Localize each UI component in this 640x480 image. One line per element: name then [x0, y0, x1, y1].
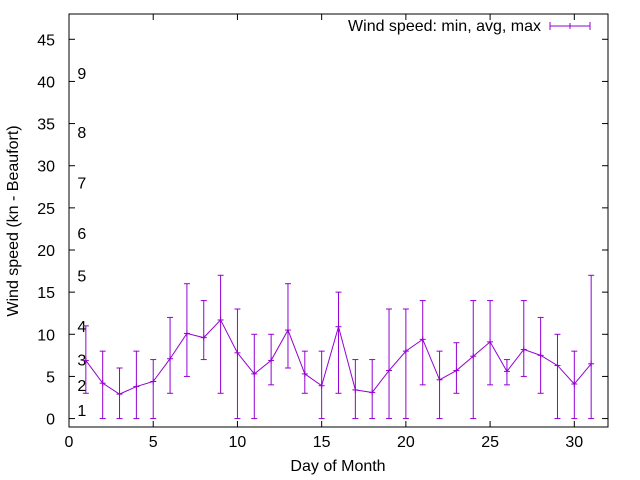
- error-bar-point: [386, 308, 393, 420]
- y-tick-label: 40: [37, 74, 55, 91]
- y-tick-label: 45: [37, 32, 55, 49]
- error-bar-point: [284, 283, 291, 369]
- legend-label: Wind speed: min, avg, max: [348, 18, 541, 35]
- error-bar-point: [537, 316, 544, 394]
- error-bar-point: [116, 367, 123, 420]
- y-tick-label: 30: [37, 159, 55, 176]
- plot-border: [68, 13, 609, 428]
- x-tick-label: 0: [65, 434, 74, 451]
- error-bar-point: [554, 333, 561, 420]
- series-wind-speed: [82, 274, 595, 420]
- legend-sample: [549, 22, 591, 30]
- y-tick-label: 0: [46, 412, 55, 429]
- error-bar-point: [200, 300, 207, 361]
- error-bar-point: [487, 300, 494, 386]
- x-axis-label: Day of Month: [290, 458, 385, 475]
- error-bar-point: [99, 350, 106, 420]
- x-tick-label: 10: [229, 434, 247, 451]
- error-bar-point: [301, 350, 308, 394]
- beaufort-label: 3: [77, 353, 86, 370]
- x-tick-label: 20: [397, 434, 415, 451]
- legend: Wind speed: min, avg, max: [348, 18, 591, 35]
- y-axis-label: Wind speed (kn - Beaufort): [5, 125, 22, 316]
- error-bar-point: [335, 291, 342, 394]
- beaufort-label: 5: [77, 268, 86, 285]
- beaufort-annotations: 1 2 3 4 5 6 7 8 9: [77, 66, 86, 420]
- error-bar-point: [167, 316, 174, 394]
- error-bar-point: [234, 308, 241, 420]
- error-bar-point: [318, 350, 325, 420]
- error-bar-point: [150, 359, 157, 420]
- x-tick-label: 30: [565, 434, 583, 451]
- plot-frame: [68, 13, 609, 428]
- beaufort-label: 4: [77, 319, 86, 336]
- error-bar-point: [352, 359, 359, 420]
- beaufort-label: 9: [77, 66, 86, 83]
- x-tick-label: 15: [313, 434, 331, 451]
- error-bar-point: [520, 300, 527, 377]
- error-bar-point: [453, 342, 460, 394]
- y-tick-label: 20: [37, 243, 55, 260]
- y-tick-label: 10: [37, 327, 55, 344]
- error-bar-point: [183, 283, 190, 377]
- x-tick-label: 25: [481, 434, 499, 451]
- error-bar-point: [369, 359, 376, 420]
- x-axis-ticks: 0 5 10 15 20 25 30: [65, 14, 583, 451]
- beaufort-label: 1: [77, 403, 86, 420]
- error-bar-point: [217, 274, 224, 394]
- error-bar-point: [133, 350, 140, 420]
- error-bar-point: [588, 274, 595, 420]
- error-bar-point: [436, 350, 443, 420]
- y-tick-label: 35: [37, 117, 55, 134]
- error-bar-point: [82, 325, 89, 394]
- error-bar-point: [470, 300, 477, 420]
- beaufort-label: 7: [77, 176, 86, 193]
- error-bar-point: [268, 333, 275, 386]
- beaufort-label: 2: [77, 378, 86, 395]
- error-bar-point: [251, 333, 258, 420]
- error-bar-point: [419, 300, 426, 386]
- x-tick-label: 5: [149, 434, 158, 451]
- beaufort-label: 8: [77, 125, 86, 142]
- y-tick-label: 25: [37, 201, 55, 218]
- y-tick-label: 15: [37, 285, 55, 302]
- beaufort-label: 6: [77, 226, 86, 243]
- error-bar-point: [402, 308, 409, 420]
- y-tick-label: 5: [46, 369, 55, 386]
- error-bar-point: [571, 350, 578, 420]
- error-bar-point: [503, 359, 510, 386]
